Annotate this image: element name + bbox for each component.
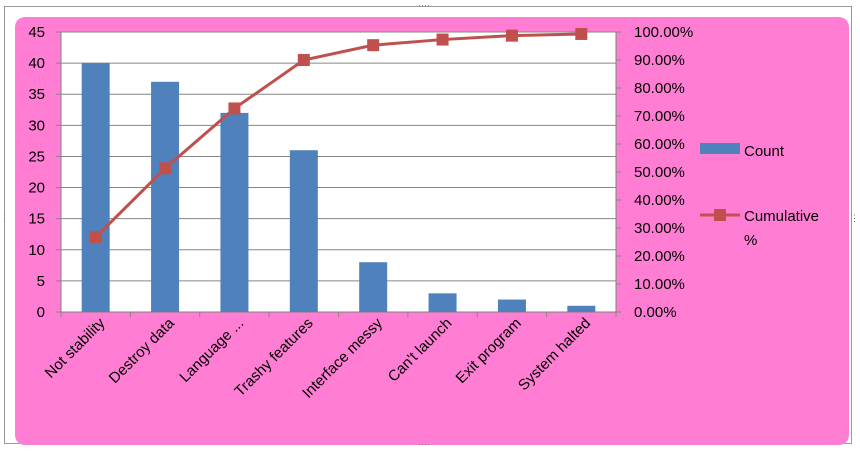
- legend-label-count: Count: [744, 143, 785, 160]
- bar[interactable]: [428, 293, 457, 312]
- right-axis-tick-label: 30.00%: [634, 220, 685, 237]
- resize-handle-left[interactable]: ⋮: [0, 213, 9, 223]
- left-axis-tick-label: 25: [28, 148, 45, 165]
- left-axis-tick-label: 20: [28, 180, 45, 197]
- line-marker[interactable]: [228, 102, 241, 115]
- left-axis-tick-label: 10: [28, 242, 45, 259]
- category-label: Exit program: [453, 315, 525, 387]
- left-axis-tick-label: 5: [37, 273, 45, 290]
- left-axis-tick-label: 40: [28, 55, 45, 72]
- bar[interactable]: [81, 63, 110, 312]
- plot-area: [60, 31, 617, 313]
- bar[interactable]: [289, 150, 318, 312]
- right-axis-tick-label: 80.00%: [634, 80, 685, 97]
- left-axis-tick-label: 30: [28, 117, 45, 134]
- line-marker[interactable]: [367, 39, 380, 52]
- bar[interactable]: [359, 262, 388, 312]
- left-axis-tick-label: 15: [28, 211, 45, 228]
- right-axis-tick-label: 0.00%: [634, 304, 677, 321]
- left-axis: 0 5 10 15 20 25 30 35 40 45: [28, 24, 61, 321]
- right-axis-tick-label: 70.00%: [634, 108, 685, 125]
- bar[interactable]: [220, 112, 249, 312]
- legend[interactable]: Count Cumulative %: [700, 143, 823, 249]
- line-marker[interactable]: [575, 27, 588, 40]
- bar[interactable]: [151, 81, 180, 313]
- resize-handle-right[interactable]: ⋮: [850, 213, 859, 223]
- right-axis: 0.00% 10.00% 20.00% 30.00% 40.00% 50.00% 60.00…: [616, 24, 693, 321]
- line-marker[interactable]: [297, 54, 310, 66]
- line-marker[interactable]: [436, 33, 449, 46]
- category-label: Can't launch: [385, 315, 456, 386]
- line-marker[interactable]: [89, 231, 102, 244]
- bar[interactable]: [567, 305, 596, 312]
- right-axis-tick-label: 60.00%: [634, 136, 685, 153]
- right-axis-tick-label: 90.00%: [634, 52, 685, 69]
- legend-label-cumulative-line2: %: [744, 232, 757, 249]
- right-axis-tick-label: 20.00%: [634, 248, 685, 265]
- legend-label-cumulative: Cumulative %: [744, 208, 823, 249]
- bar-series-count: [81, 63, 596, 313]
- right-axis-tick-label: 50.00%: [634, 164, 685, 181]
- right-axis-tick-label: 40.00%: [634, 192, 685, 209]
- line-marker[interactable]: [505, 29, 518, 42]
- resize-handle-top[interactable]: ····: [418, 0, 430, 10]
- line-marker[interactable]: [159, 162, 172, 175]
- category-label: System halted: [515, 315, 594, 394]
- legend-swatch-count: [700, 143, 740, 154]
- category-label: Language ...: [176, 315, 247, 386]
- left-axis-tick-label: 35: [28, 86, 45, 103]
- left-axis-tick-label: 0: [37, 304, 45, 321]
- category-label: Destroy data: [106, 314, 179, 387]
- resize-handle-bottom[interactable]: ····: [418, 439, 430, 449]
- line-series-cumulative: [89, 27, 588, 244]
- category-label: Not stability: [42, 314, 109, 381]
- bar[interactable]: [497, 299, 526, 312]
- cumulative-line: [94, 32, 582, 239]
- right-axis-tick-label: 10.00%: [634, 276, 685, 293]
- legend-label-cumulative-line1: Cumulative: [744, 208, 819, 225]
- legend-swatch-marker: [714, 209, 726, 221]
- right-axis-tick-label: 100.00%: [634, 24, 693, 41]
- left-axis-tick-label: 45: [28, 24, 45, 41]
